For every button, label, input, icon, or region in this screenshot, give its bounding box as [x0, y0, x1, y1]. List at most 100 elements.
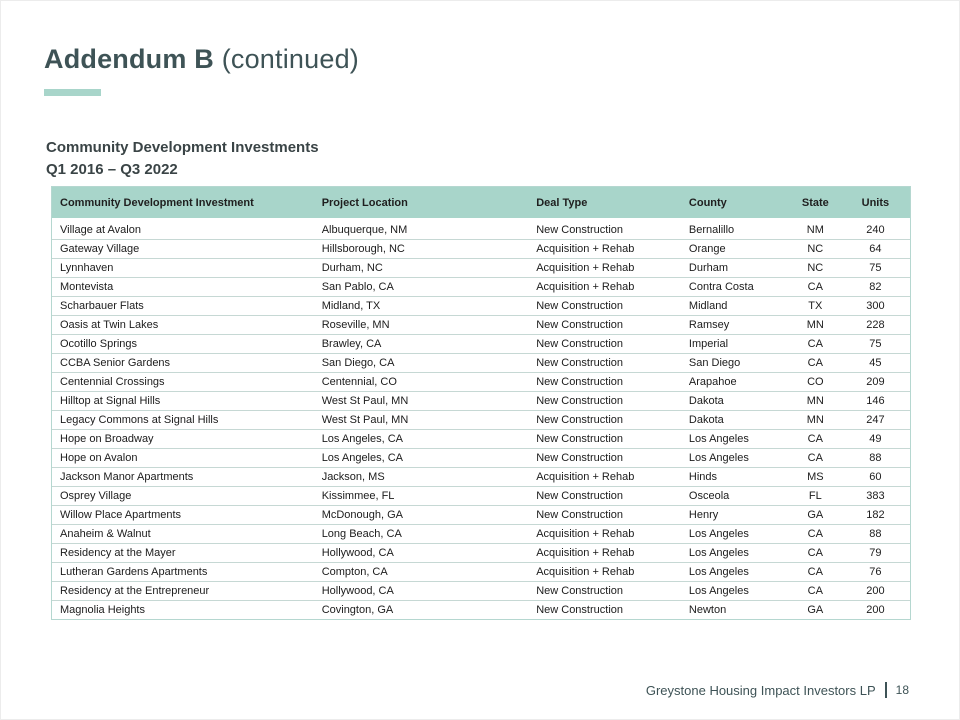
table-row: Ocotillo Springs Brawley, CA New Construct… [52, 334, 910, 354]
table-cell: 240 [844, 220, 910, 240]
table-cell: Acquisition + Rehab [528, 524, 681, 544]
table-cell: 79 [844, 543, 910, 563]
table-cell: San Diego, CA [313, 353, 529, 373]
table-cell: 228 [844, 315, 910, 335]
table-cell: Dakota [680, 410, 790, 430]
footer-divider [884, 682, 887, 698]
table-cell: GA [789, 505, 845, 525]
table-row: Residency at the Mayer Hollywood, CA Acqui… [52, 543, 910, 563]
table-cell: Legacy Commons at Signal Hills [52, 410, 314, 430]
table-cell: Kissimmee, FL [313, 486, 529, 506]
table-cell: Jackson Manor Apartments [52, 467, 314, 487]
table-cell: Acquisition + Rehab [528, 258, 681, 278]
table-cell: Osprey Village [52, 486, 314, 506]
table-row: Scharbauer Flats Midland, TX New Construct… [52, 296, 910, 316]
table-cell: Arapahoe [680, 372, 790, 392]
investments-table-container: Community Development Investment Project … [51, 186, 911, 620]
table-cell: Centennial Crossings [52, 372, 314, 392]
table-cell: NC [789, 239, 845, 259]
table-cell: Dakota [680, 391, 790, 411]
table-cell: 76 [844, 562, 910, 582]
table-cell: Centennial, CO [313, 372, 529, 392]
column-header: State [789, 187, 845, 222]
investments-table: Community Development Investment Project … [52, 187, 910, 619]
table-cell: Village at Avalon [52, 220, 314, 240]
table-cell: Brawley, CA [313, 334, 529, 354]
table-row: Magnolia Heights Covington, GA New Constru… [52, 600, 910, 619]
table-cell: Durham [680, 258, 790, 278]
footer-page-number: 18 [895, 683, 909, 697]
table-cell: Oasis at Twin Lakes [52, 315, 314, 335]
table-cell: 64 [844, 239, 910, 259]
table-cell: Bernalillo [680, 220, 790, 240]
table-cell: Orange [680, 239, 790, 259]
page-title: Addendum B (continued) [44, 43, 359, 75]
table-row: Oasis at Twin Lakes Roseville, MN New Cons… [52, 315, 910, 335]
footer: Greystone Housing Impact Investors LP 18 [646, 682, 909, 698]
column-header: Community Development Investment [52, 187, 314, 222]
table-cell: MN [789, 315, 845, 335]
table-cell: Durham, NC [313, 258, 529, 278]
table-title: Community Development Investments Q1 201… [46, 137, 319, 181]
table-cell: 49 [844, 429, 910, 449]
table-cell: Long Beach, CA [313, 524, 529, 544]
table-cell: Hillsborough, NC [313, 239, 529, 259]
table-cell: New Construction [528, 315, 681, 335]
table-cell: MN [789, 410, 845, 430]
table-body: Village at Avalon Albuquerque, NM New Cons… [52, 220, 910, 619]
table-cell: New Construction [528, 391, 681, 411]
table-cell: 247 [844, 410, 910, 430]
table-cell: Ocotillo Springs [52, 334, 314, 354]
table-cell: 383 [844, 486, 910, 506]
table-row: Osprey Village Kissimmee, FL New Construct… [52, 486, 910, 506]
table-row: Legacy Commons at Signal Hills West St Pa… [52, 410, 910, 430]
table-cell: NM [789, 220, 845, 240]
table-row: Centennial Crossings Centennial, CO New Co… [52, 372, 910, 392]
table-cell: FL [789, 486, 845, 506]
table-cell: Magnolia Heights [52, 600, 314, 619]
table-cell: 200 [844, 600, 910, 619]
table-cell: 82 [844, 277, 910, 297]
table-cell: New Construction [528, 600, 681, 619]
table-title-line1: Community Development Investments [46, 139, 319, 156]
table-cell: CO [789, 372, 845, 392]
table-row: Hope on Broadway Los Angeles, CA New Const… [52, 429, 910, 449]
table-row: Montevista San Pablo, CA Acquisition + Reh… [52, 277, 910, 297]
table-cell: Osceola [680, 486, 790, 506]
table-cell: Contra Costa [680, 277, 790, 297]
table-cell: 75 [844, 258, 910, 278]
table-cell: Los Angeles [680, 448, 790, 468]
table-cell: CA [789, 353, 845, 373]
table-row: Hilltop at Signal Hills West St Paul, MN N… [52, 391, 910, 411]
table-cell: New Construction [528, 296, 681, 316]
table-cell: New Construction [528, 334, 681, 354]
table-cell: Midland [680, 296, 790, 316]
table-cell: McDonough, GA [313, 505, 529, 525]
table-cell: New Construction [528, 410, 681, 430]
table-header-row: Community Development Investment Project … [52, 187, 910, 222]
table-cell: West St Paul, MN [313, 391, 529, 411]
table-cell: 88 [844, 524, 910, 544]
table-cell: Los Angeles [680, 524, 790, 544]
table-row: Lynnhaven Durham, NC Acquisition + Rehab Du… [52, 258, 910, 278]
table-cell: Los Angeles, CA [313, 448, 529, 468]
table-cell: CA [789, 562, 845, 582]
table-cell: Henry [680, 505, 790, 525]
table-cell: Compton, CA [313, 562, 529, 582]
table-cell: CA [789, 543, 845, 563]
footer-company-name: Greystone Housing Impact Investors LP [645, 682, 876, 698]
table-cell: Hope on Avalon [52, 448, 314, 468]
page-title-main: Addendum B [44, 44, 214, 74]
table-row: Jackson Manor Apartments Jackson, MS Acqui… [52, 467, 910, 487]
table-cell: San Pablo, CA [313, 277, 529, 297]
table-cell: Acquisition + Rehab [528, 467, 681, 487]
table-cell: Roseville, MN [313, 315, 529, 335]
table-cell: Lutheran Gardens Apartments [52, 562, 314, 582]
table-cell: Los Angeles [680, 581, 790, 601]
table-cell: Acquisition + Rehab [528, 277, 681, 297]
table-cell: Hollywood, CA [313, 581, 529, 601]
table-cell: Lynnhaven [52, 258, 314, 278]
table-row: Willow Place Apartments McDonough, GA New … [52, 505, 910, 525]
table-cell: Hope on Broadway [52, 429, 314, 449]
table-cell: Hinds [680, 467, 790, 487]
